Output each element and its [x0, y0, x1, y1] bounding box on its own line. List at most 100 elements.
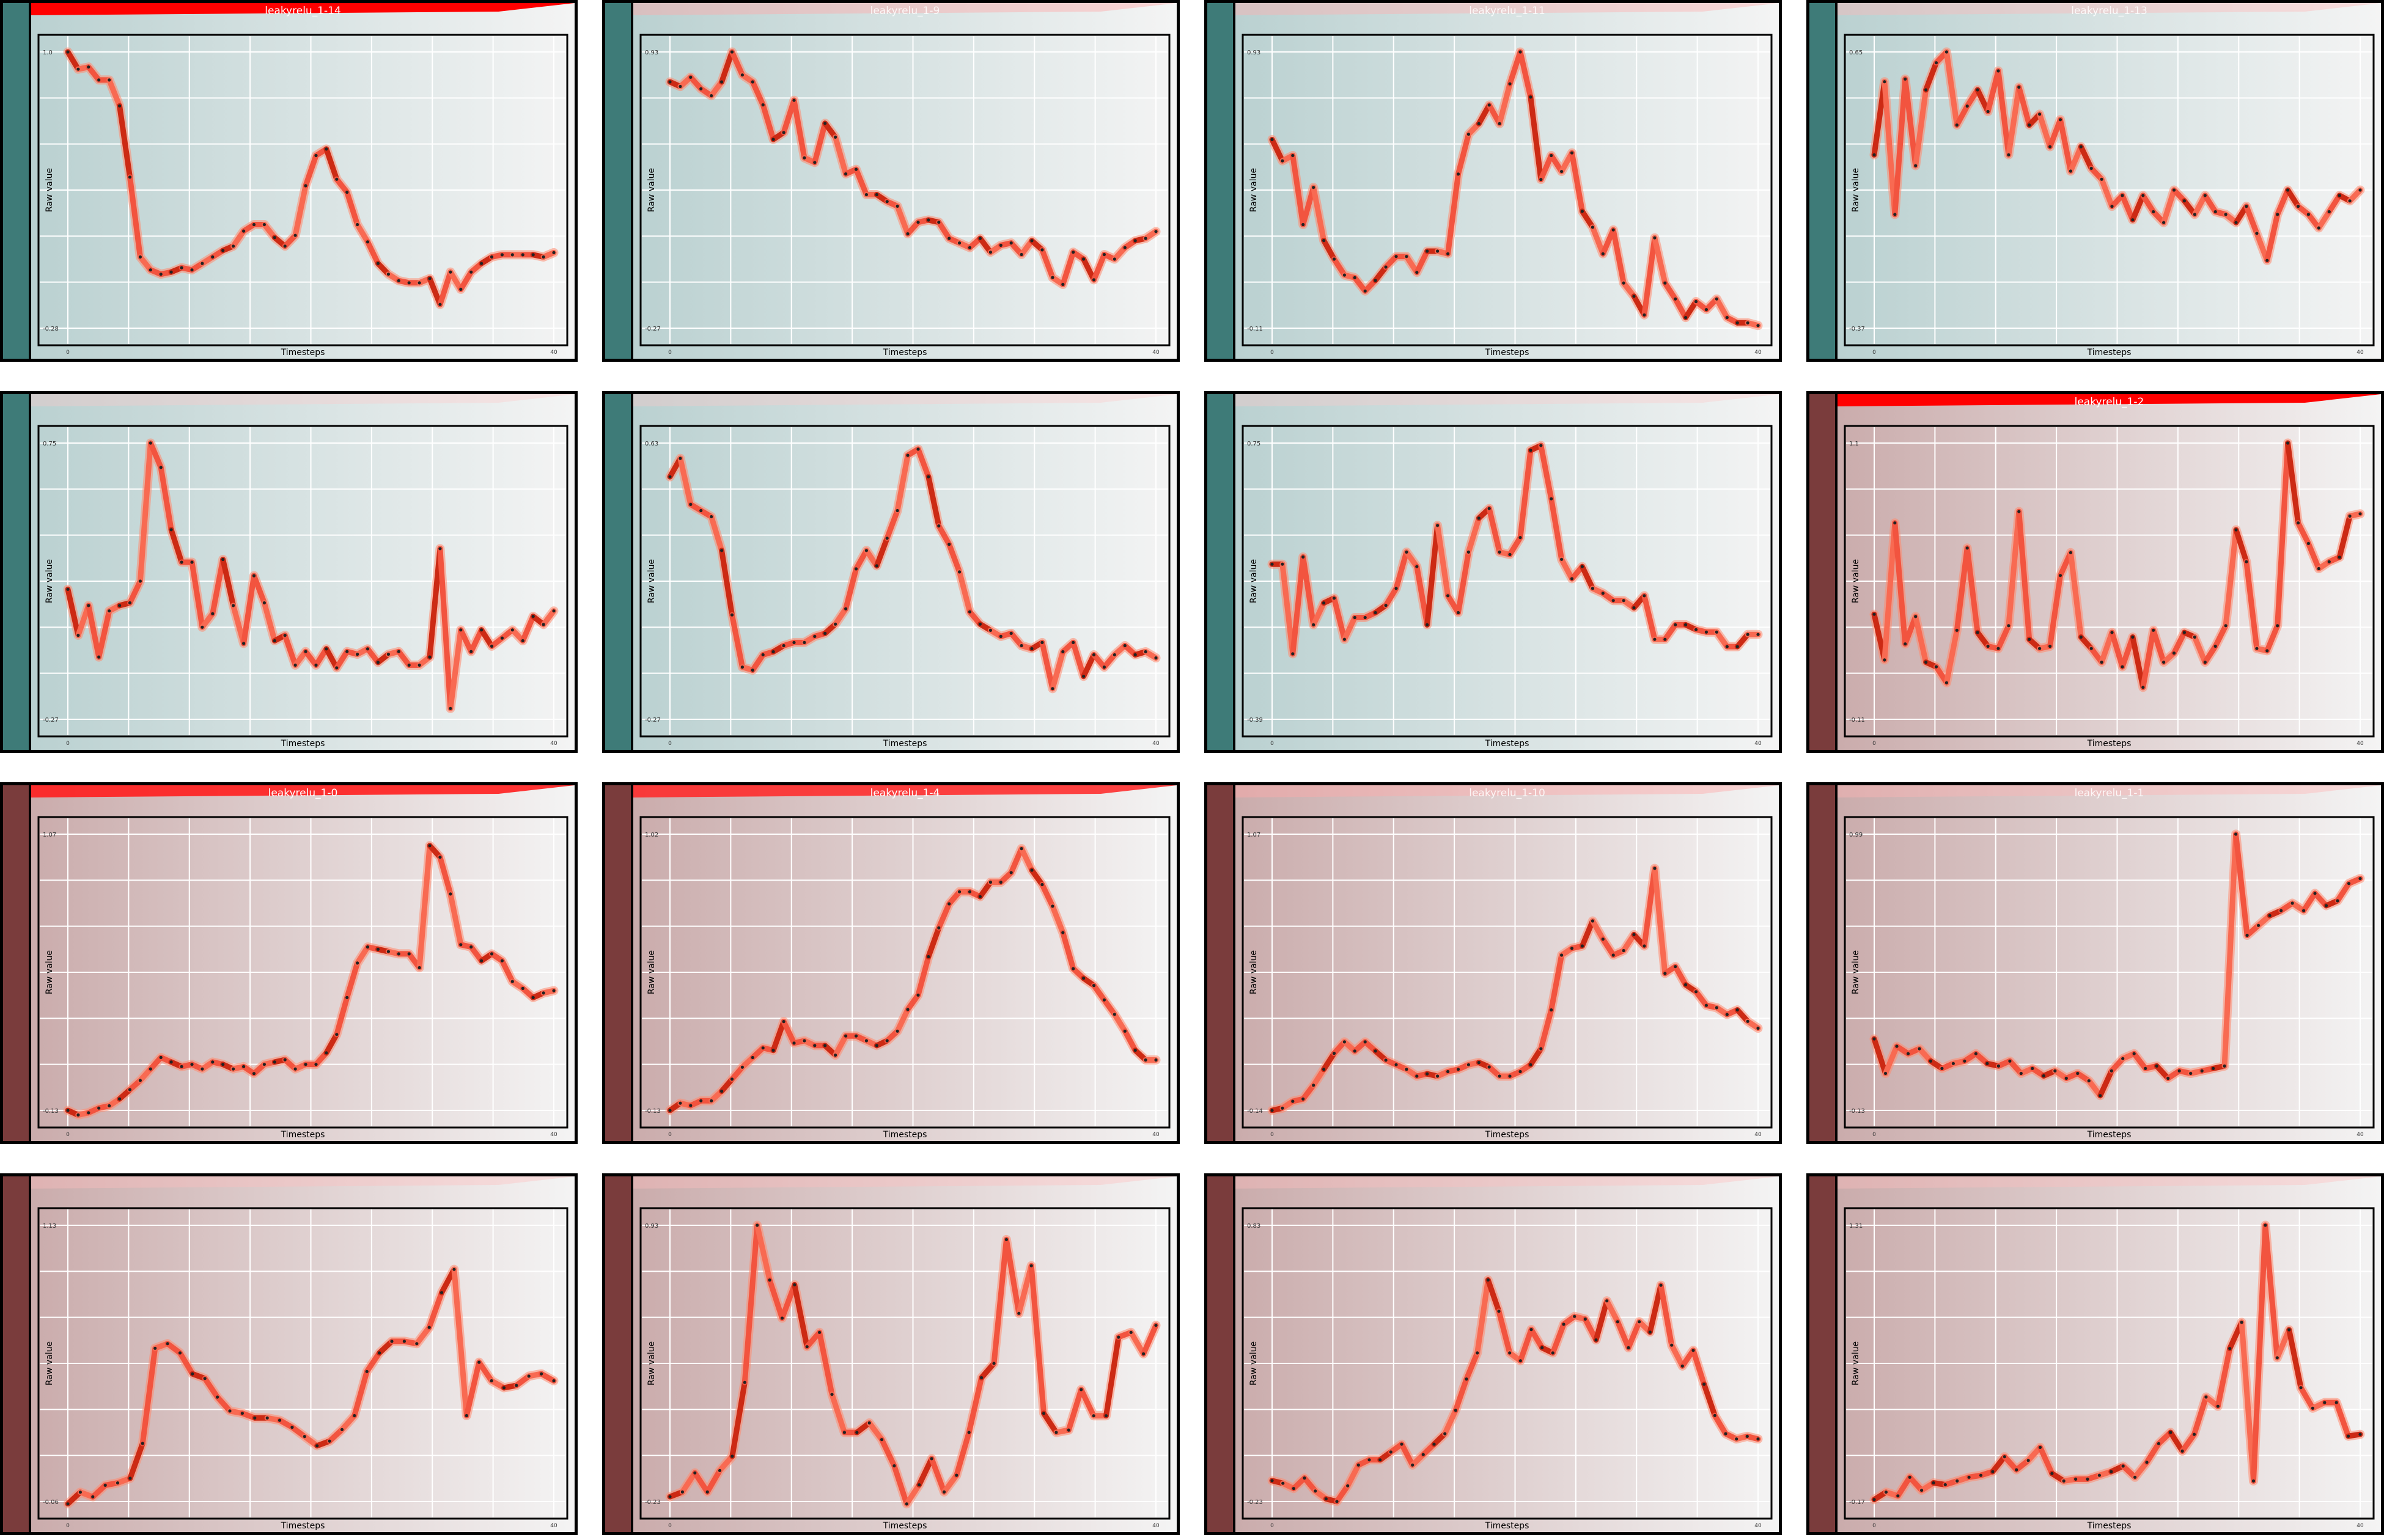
- series-line-segment: [1122, 1028, 1138, 1054]
- data-point: [1353, 615, 1356, 620]
- y-tick-label: -0.13: [1849, 1108, 1865, 1115]
- series-line-segment: [2097, 1068, 2114, 1099]
- data-point: [216, 1395, 219, 1399]
- data-point: [303, 1435, 306, 1439]
- series-line-segment: [1589, 918, 1606, 942]
- data-point: [1303, 1476, 1306, 1480]
- panel-sidebar: [1207, 1176, 1235, 1532]
- line-chart: 0.75 -0.39 0 40 Timesteps Raw value: [1242, 425, 1773, 749]
- data-point: [262, 222, 266, 227]
- series-line-segment: [282, 632, 298, 668]
- data-point: [1663, 637, 1667, 641]
- series-line-segment: [2326, 193, 2342, 215]
- series-line-segment: [2239, 1319, 2256, 1484]
- data-point: [1421, 1453, 1425, 1456]
- series-line-segment: [2007, 1058, 2024, 1076]
- data-point: [376, 947, 380, 951]
- series-line-segment: [65, 49, 81, 72]
- data-point: [1367, 1458, 1371, 1462]
- data-point: [1324, 1497, 1328, 1501]
- data-point: [2038, 112, 2042, 116]
- series-line-segment: [1018, 238, 1035, 257]
- data-point: [2347, 1434, 2350, 1438]
- data-point: [1872, 1037, 1876, 1041]
- series-line-segment: [1128, 1329, 1147, 1357]
- data-point: [1746, 1019, 1749, 1023]
- series-line-segment: [791, 97, 808, 161]
- data-point: [988, 628, 992, 632]
- series-line-segment: [1435, 522, 1451, 599]
- chart-title-bar: leakyrelu_1-2: [1838, 394, 2381, 413]
- data-point: [1301, 1097, 1305, 1101]
- data-point: [967, 1431, 971, 1434]
- series-line-segment: [1496, 1308, 1513, 1356]
- plot-frame: [37, 34, 568, 346]
- series-line-segment: [2202, 193, 2218, 215]
- data-point: [2050, 1472, 2054, 1475]
- series-line-segment: [96, 608, 112, 660]
- data-point: [1061, 650, 1065, 654]
- series-line-segment: [1658, 1282, 1675, 1348]
- data-point: [2358, 512, 2362, 516]
- x-tick-label: 0: [1872, 350, 1876, 356]
- data-point: [2276, 213, 2279, 216]
- data-point: [76, 1113, 80, 1117]
- data-point: [2099, 1094, 2102, 1098]
- data-point: [2003, 1455, 2006, 1459]
- x-tick-label: 0: [66, 741, 70, 747]
- data-point: [1883, 658, 1886, 662]
- series-line-segment: [177, 1350, 196, 1377]
- series-line-segment: [1290, 153, 1306, 227]
- data-point: [1895, 1044, 1899, 1048]
- data-point: [1092, 984, 1096, 988]
- data-point: [118, 1097, 122, 1101]
- series-line-segment: [903, 1482, 922, 1507]
- data-point: [1663, 972, 1667, 975]
- series-line-segment: [334, 648, 350, 671]
- series-line-segment: [884, 508, 900, 541]
- data-point: [2223, 1064, 2226, 1068]
- data-point: [947, 237, 951, 240]
- x-tick-label: 0: [1872, 741, 1876, 747]
- data-point: [668, 80, 672, 84]
- data-point: [2121, 1464, 2125, 1468]
- data-point: [937, 524, 941, 528]
- data-point: [1570, 151, 1574, 155]
- series-line-segment: [936, 523, 952, 548]
- series-line-segment: [1476, 102, 1492, 127]
- data-point: [1292, 1487, 1295, 1491]
- series-line-segment: [915, 446, 932, 480]
- data-point: [1342, 1040, 1346, 1044]
- data-point: [365, 1370, 369, 1373]
- data-point: [2311, 1406, 2314, 1410]
- series-line-segment: [1713, 629, 1730, 650]
- data-point: [1594, 1338, 1598, 1342]
- series-line-segment: [1065, 1387, 1084, 1433]
- data-point: [854, 167, 858, 171]
- plot-frame: [37, 816, 568, 1129]
- data-point: [2007, 624, 2011, 628]
- series-line-segment: [339, 1413, 358, 1432]
- series-line-segment: [2006, 84, 2022, 158]
- data-point: [314, 663, 318, 667]
- data-point: [1550, 153, 1553, 158]
- data-point: [1643, 313, 1646, 317]
- data-point: [490, 644, 494, 648]
- data-point: [2251, 1479, 2256, 1483]
- line-chart: 1.13 -0.06 0 40 Timesteps Raw value: [37, 1207, 568, 1531]
- line-chart: 1.1 -0.11 0 40 Timesteps Raw value: [1844, 425, 2375, 749]
- series-line-segment: [1039, 639, 1056, 692]
- data-point: [2172, 188, 2176, 192]
- data-point: [1601, 937, 1605, 941]
- data-point: [1426, 1072, 1429, 1076]
- data-point: [149, 441, 152, 445]
- data-point: [803, 640, 806, 644]
- data-point: [1691, 1349, 1695, 1352]
- series-line-segment: [2221, 831, 2239, 1069]
- title-wedge-shape: [633, 785, 1177, 798]
- series-line-segment: [2212, 623, 2229, 649]
- data-point: [2213, 644, 2217, 648]
- data-point: [1518, 1359, 1522, 1363]
- series-line-segment: [1103, 1334, 1122, 1419]
- y-tick-label: 1.0: [43, 50, 53, 56]
